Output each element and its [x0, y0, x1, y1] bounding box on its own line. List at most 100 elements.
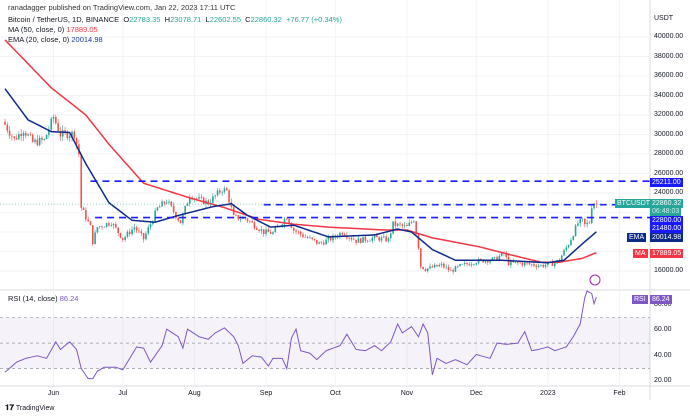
candle-body	[165, 202, 168, 204]
rsi-value: 86.24	[59, 294, 79, 303]
candle-body	[329, 237, 332, 241]
candle-body	[202, 197, 205, 205]
candle-body	[581, 218, 584, 220]
rsi-tag: RSI	[632, 295, 648, 304]
candle-body	[163, 201, 166, 204]
open-label: O	[123, 15, 130, 24]
candle-body	[466, 263, 468, 265]
candle-body	[255, 228, 258, 230]
candle-body	[8, 130, 11, 136]
candle-body	[177, 217, 180, 221]
candle-body	[410, 222, 413, 223]
candle-body	[486, 260, 489, 263]
candle-body	[117, 227, 119, 234]
candle-body	[366, 240, 369, 242]
candle-body	[406, 225, 408, 227]
ema-value-tag: 20014.98	[650, 233, 684, 242]
ema-label: EMA (20, close, 0)	[8, 35, 70, 44]
candle-body	[394, 221, 397, 226]
candle-body	[341, 232, 344, 235]
candle-body	[237, 215, 240, 220]
candle-body	[267, 229, 270, 233]
candle-body	[108, 223, 110, 226]
low-label: L	[205, 15, 210, 24]
candle-body	[221, 191, 223, 193]
candle-body	[445, 266, 448, 268]
close-value: 22860.32	[250, 15, 282, 24]
candle-body	[403, 225, 406, 226]
candle-body	[184, 205, 186, 214]
candle-body	[258, 229, 260, 232]
candle-body	[498, 255, 501, 261]
candle-body	[526, 262, 528, 264]
candle-body	[73, 131, 76, 138]
candle-body	[565, 247, 568, 251]
candle-body	[570, 239, 572, 246]
candle-body	[140, 231, 143, 234]
candle-body	[443, 263, 445, 268]
candle-body	[332, 235, 334, 241]
rsi-legend[interactable]: RSI (14, close) 86.24	[8, 294, 78, 303]
candle-body	[401, 224, 404, 226]
candle-body	[304, 236, 307, 238]
candle-body	[512, 261, 514, 263]
rsi-line	[4, 290, 597, 380]
candle-body	[590, 208, 593, 224]
candle-body	[11, 135, 13, 137]
candle-body	[537, 265, 540, 268]
candle-body	[584, 218, 586, 225]
time-tick: Dec	[470, 390, 483, 397]
time-tick: Oct	[329, 390, 341, 397]
candle-body	[200, 197, 203, 198]
candle-body	[357, 238, 360, 243]
candle-body	[75, 137, 78, 145]
candle-body	[567, 245, 570, 248]
candle-body	[350, 237, 353, 240]
candle-body	[101, 226, 103, 228]
rsi-tick: 60.00	[654, 326, 672, 334]
candle-body	[500, 252, 503, 256]
candle-body	[586, 222, 588, 225]
candle-body	[489, 260, 491, 263]
price-tick: 30000.00	[654, 130, 684, 138]
candle-body	[228, 190, 230, 203]
change-value: +76.77 (+0.34%)	[286, 15, 342, 24]
candle-body	[122, 237, 124, 240]
candle-body	[131, 229, 133, 235]
candle-body	[396, 223, 399, 226]
candle-body	[359, 238, 362, 243]
price-tick: 16000.00	[654, 267, 684, 274]
candle-body	[461, 263, 464, 265]
candle-body	[29, 134, 32, 136]
high-value: 23078.71	[170, 15, 202, 24]
candle-body	[94, 232, 96, 245]
candle-body	[235, 215, 237, 216]
candle-body	[41, 137, 43, 140]
tradingview-logo-icon: 𝟏𝟕	[5, 403, 14, 412]
candle-body	[496, 256, 498, 261]
candle-body	[470, 264, 473, 266]
candle-body	[595, 203, 598, 205]
candle-body	[85, 209, 87, 220]
candle-body	[318, 242, 320, 244]
price-tick: 24000.00	[654, 189, 684, 196]
candle-body	[91, 225, 94, 245]
candle-body	[505, 253, 508, 257]
ema-legend[interactable]: EMA (20, close, 0) 20014.98	[8, 35, 103, 44]
candle-body	[553, 263, 556, 266]
candle-body	[103, 226, 106, 228]
lightning-event-icon	[589, 274, 601, 286]
candle-body	[61, 130, 64, 137]
candle-body	[415, 221, 417, 235]
time-tick: Jul	[118, 390, 128, 397]
footer-brand[interactable]: 𝟏𝟕 TradingView	[5, 403, 54, 413]
ma-legend[interactable]: MA (50, close, 0) 17889.05	[8, 25, 98, 34]
candle-body	[198, 197, 200, 199]
candle-body	[189, 197, 191, 204]
candle-body	[422, 266, 424, 270]
candle-body	[452, 270, 454, 272]
candle-body	[87, 219, 89, 222]
brand-name: TradingView	[15, 404, 55, 412]
candle-body	[339, 232, 341, 237]
